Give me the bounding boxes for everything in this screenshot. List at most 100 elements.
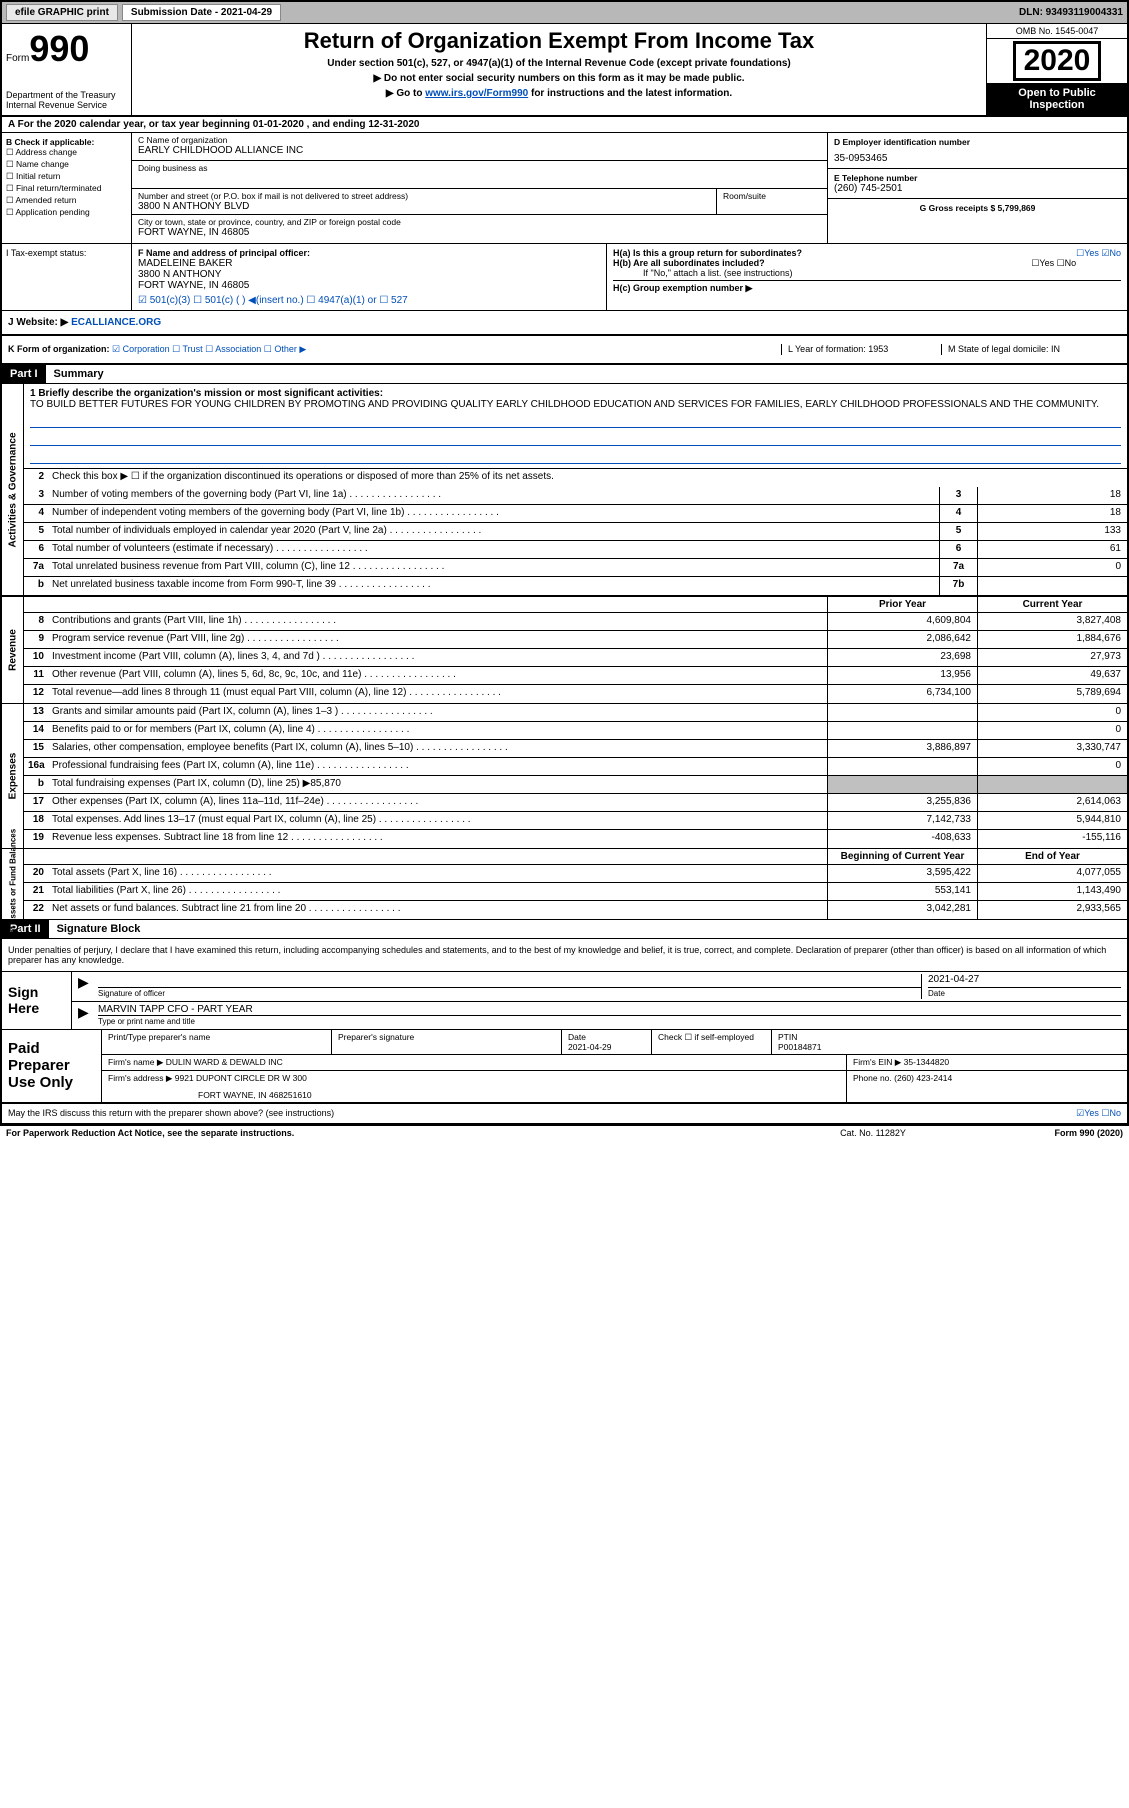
hb-answer[interactable]: ☐Yes ☐No	[1031, 258, 1076, 269]
form-footer: Form 990 (2020)	[973, 1128, 1123, 1138]
officer-city: FORT WAYNE, IN 46805	[138, 280, 408, 291]
perjury-text: Under penalties of perjury, I declare th…	[2, 939, 1127, 972]
public-inspection: Open to Public Inspection	[987, 83, 1127, 115]
firm-phone: (260) 423-2414	[894, 1073, 952, 1083]
officer-addr: 3800 N ANTHONY	[138, 269, 408, 280]
part1-bar: Part I Summary	[2, 365, 1127, 384]
exp-line-14: 14Benefits paid to or for members (Part …	[24, 722, 1127, 740]
check-final[interactable]: ☐ Final return/terminated	[6, 183, 127, 194]
sign-here-label: Sign Here	[2, 972, 72, 1029]
firm-city: FORT WAYNE, IN 468251610	[198, 1090, 840, 1100]
firm-addr: 9921 DUPONT CIRCLE DR W 300	[175, 1073, 307, 1083]
form-subtitle: Under section 501(c), 527, or 4947(a)(1)…	[140, 58, 978, 69]
name-label: Type or print name and title	[98, 1017, 195, 1026]
gov-line-5: 5Total number of individuals employed in…	[24, 523, 1127, 541]
prep-sig-label: Preparer's signature	[338, 1032, 555, 1042]
prep-date-label: Date	[568, 1032, 645, 1042]
phone: (260) 745-2501	[834, 183, 1121, 194]
firm-addr-label: Firm's address ▶	[108, 1073, 172, 1083]
korg-opts[interactable]: ☑ Corporation ☐ Trust ☐ Association ☐ Ot…	[112, 344, 306, 354]
form-header: Form990 Department of the Treasury Inter…	[2, 24, 1127, 117]
website-row: J Website: ▶ ECALLIANCE.ORG	[2, 311, 1127, 336]
na-line-21: 21Total liabilities (Part X, line 26)553…	[24, 883, 1127, 901]
website-link[interactable]: ECALLIANCE.ORG	[71, 317, 161, 328]
rev-line-8: 8Contributions and grants (Part VIII, li…	[24, 613, 1127, 631]
check-pending[interactable]: ☐ Application pending	[6, 207, 127, 218]
line2: Check this box ▶ ☐ if the organization d…	[48, 469, 1127, 487]
hc-label: H(c) Group exemption number ▶	[613, 283, 752, 293]
mission-text: TO BUILD BETTER FUTURES FOR YOUNG CHILDR…	[30, 399, 1121, 410]
check-amended[interactable]: ☐ Amended return	[6, 195, 127, 206]
tax-status-label: Tax-exempt status:	[11, 248, 87, 258]
ein: 35-0953465	[834, 153, 1121, 164]
na-line-20: 20Total assets (Part X, line 16)3,595,42…	[24, 865, 1127, 883]
check-initial[interactable]: ☐ Initial return	[6, 171, 127, 182]
netassets-section: Net Assets or Fund Balances Beginning of…	[2, 849, 1127, 920]
prep-check[interactable]: Check ☐ if self-employed	[652, 1030, 772, 1054]
part2-bar: Part II Signature Block	[2, 920, 1127, 939]
submission-date: Submission Date - 2021-04-29	[122, 4, 281, 21]
firm-name-label: Firm's name ▶	[108, 1057, 163, 1067]
section-d-e-g: D Employer identification number 35-0953…	[827, 133, 1127, 243]
mission-label: 1 Briefly describe the organization's mi…	[30, 388, 383, 399]
firm-phone-label: Phone no.	[853, 1073, 892, 1083]
exp-line-15: 15Salaries, other compensation, employee…	[24, 740, 1127, 758]
form-title: Return of Organization Exempt From Incom…	[140, 28, 978, 54]
side-netassets: Net Assets or Fund Balances	[8, 829, 17, 939]
sign-here-row: Sign Here ▶ Signature of officer 2021-04…	[2, 972, 1127, 1030]
date-label: Date	[928, 989, 945, 998]
revenue-section: Revenue Prior YearCurrent Year 8Contribu…	[2, 596, 1127, 704]
room-label: Room/suite	[717, 189, 827, 214]
section-f-h: I Tax-exempt status: F Name and address …	[2, 244, 1127, 311]
discuss-answer[interactable]: ☑Yes ☐No	[921, 1108, 1121, 1119]
tax-year: 2020	[1013, 41, 1102, 81]
gov-line-6: 6Total number of volunteers (estimate if…	[24, 541, 1127, 559]
discuss-text: May the IRS discuss this return with the…	[8, 1108, 334, 1118]
dba-label: Doing business as	[138, 163, 821, 173]
beg-year-header: Beginning of Current Year	[827, 849, 977, 864]
officer-label: F Name and address of principal officer:	[138, 248, 408, 258]
ptin-label: PTIN	[778, 1032, 1121, 1042]
exp-line-b: bTotal fundraising expenses (Part IX, co…	[24, 776, 1127, 794]
governance-section: Activities & Governance 1 Briefly descri…	[2, 384, 1127, 596]
form-number: 990	[29, 28, 89, 69]
cat-no: Cat. No. 11282Y	[773, 1128, 973, 1138]
section-c: C Name of organization EARLY CHILDHOOD A…	[132, 133, 827, 243]
irs-link[interactable]: www.irs.gov/Form990	[425, 88, 528, 99]
current-year-header: Current Year	[977, 597, 1127, 612]
ha-label: H(a) Is this a group return for subordin…	[613, 248, 802, 258]
gross-receipts: G Gross receipts $ 5,799,869	[834, 203, 1121, 213]
end-year-header: End of Year	[977, 849, 1127, 864]
side-expenses: Expenses	[7, 753, 18, 800]
form-label: Form	[6, 53, 29, 64]
check-name[interactable]: ☐ Name change	[6, 159, 127, 170]
omb-number: OMB No. 1545-0047	[987, 24, 1127, 39]
rev-line-12: 12Total revenue—add lines 8 through 11 (…	[24, 685, 1127, 703]
top-bar: efile GRAPHIC print Submission Date - 20…	[2, 2, 1127, 24]
year-formation: L Year of formation: 1953	[781, 344, 941, 355]
website-label: J Website: ▶	[8, 317, 68, 328]
korg-label: K Form of organization:	[8, 344, 110, 354]
exp-line-18: 18Total expenses. Add lines 13–17 (must …	[24, 812, 1127, 830]
ha-answer[interactable]: ☐Yes ☑No	[1076, 248, 1121, 259]
paperwork-notice: For Paperwork Reduction Act Notice, see …	[6, 1128, 773, 1138]
section-b: B Check if applicable: ☐ Address change …	[2, 133, 132, 243]
part2-title: Signature Block	[49, 920, 149, 938]
check-address[interactable]: ☐ Address change	[6, 147, 127, 158]
instruction-2: ▶ Go to www.irs.gov/Form990 for instruct…	[140, 88, 978, 99]
phone-label: E Telephone number	[834, 173, 1121, 183]
firm-ein: 35-1344820	[904, 1057, 949, 1067]
efile-button[interactable]: efile GRAPHIC print	[6, 4, 118, 21]
part1-header: Part I	[2, 365, 46, 383]
section-b-label: B Check if applicable:	[6, 137, 127, 147]
gov-line-7a: 7aTotal unrelated business revenue from …	[24, 559, 1127, 577]
org-info-grid: B Check if applicable: ☐ Address change …	[2, 133, 1127, 244]
exp-line-13: 13Grants and similar amounts paid (Part …	[24, 704, 1127, 722]
hb-note: If "No," attach a list. (see instruction…	[643, 268, 1121, 278]
org-name-label: C Name of organization	[138, 135, 821, 145]
gov-line-4: 4Number of independent voting members of…	[24, 505, 1127, 523]
hb-label: H(b) Are all subordinates included?	[613, 258, 765, 268]
city: FORT WAYNE, IN 46805	[138, 227, 821, 238]
tax-status-opts[interactable]: ☑ 501(c)(3) ☐ 501(c) ( ) ◀(insert no.) ☐…	[138, 295, 408, 306]
addr-label: Number and street (or P.O. box if mail i…	[138, 191, 710, 201]
